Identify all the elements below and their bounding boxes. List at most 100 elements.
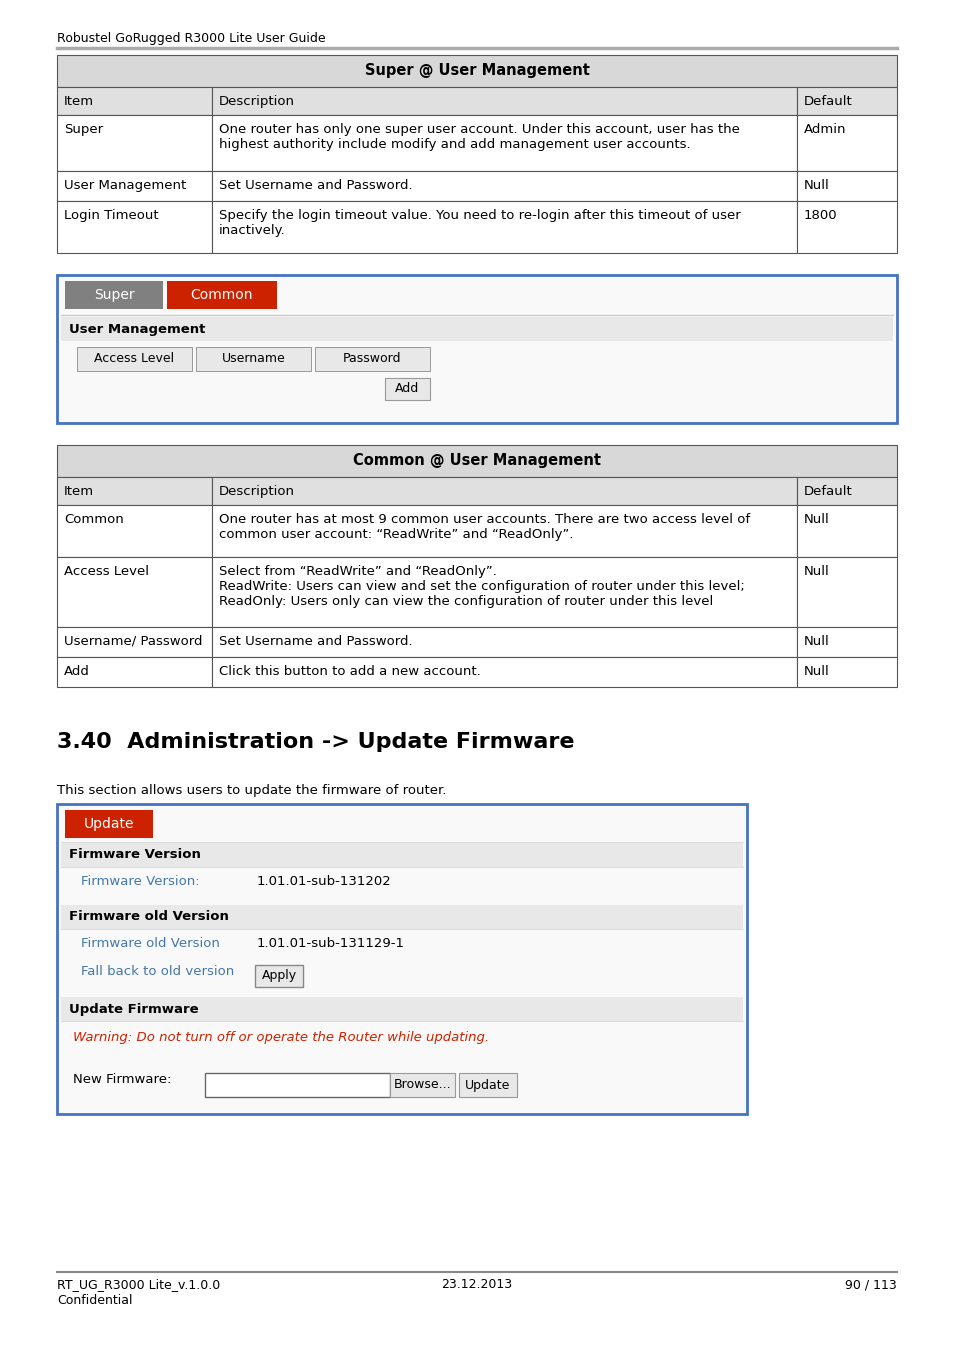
Bar [796, 477, 896, 505]
Bar [57, 477, 212, 505]
Text: Null: Null [803, 666, 829, 678]
Text: Set Username and Password.: Set Username and Password. [219, 180, 413, 192]
Text: Select from “ReadWrite” and “ReadOnly”.
ReadWrite: Users can view and set the co: Select from “ReadWrite” and “ReadOnly”. … [219, 566, 744, 608]
Text: RT_UG_R3000 Lite_v.1.0.0: RT_UG_R3000 Lite_v.1.0.0 [57, 1278, 220, 1291]
Text: 1.01.01-sub-131202: 1.01.01-sub-131202 [256, 875, 392, 888]
Bar [212, 201, 796, 252]
Text: User Management: User Management [69, 323, 205, 336]
Text: Confidential: Confidential [57, 1295, 132, 1307]
Bar [205, 1073, 390, 1098]
Text: This section allows users to update the firmware of router.: This section allows users to update the … [57, 784, 446, 796]
Text: Null: Null [803, 513, 829, 526]
Text: Common: Common [191, 288, 253, 302]
Bar [57, 86, 212, 115]
Text: Robustel GoRugged R3000 Lite User Guide: Robustel GoRugged R3000 Lite User Guide [57, 32, 325, 45]
Text: One router has at most 9 common user accounts. There are two access level of
com: One router has at most 9 common user acc… [219, 513, 749, 541]
Text: Admin: Admin [803, 123, 845, 136]
Text: Description: Description [219, 95, 294, 108]
Text: One router has only one super user account. Under this account, user has the
hig: One router has only one super user accou… [219, 123, 740, 151]
Text: Firmware old Version: Firmware old Version [81, 937, 219, 950]
Bar [254, 965, 303, 987]
Bar [167, 281, 276, 309]
Bar [61, 904, 742, 929]
Text: Firmware Version: Firmware Version [69, 849, 201, 861]
Bar [57, 446, 896, 477]
Bar [57, 657, 212, 687]
Bar [212, 115, 796, 171]
Text: Description: Description [219, 485, 294, 498]
Bar [796, 558, 896, 626]
Text: Update: Update [465, 1079, 510, 1092]
Bar [796, 201, 896, 252]
Bar [796, 505, 896, 558]
Text: Default: Default [803, 95, 852, 108]
Bar [61, 317, 892, 342]
Text: Click this button to add a new account.: Click this button to add a new account. [219, 666, 480, 678]
Text: Login Timeout: Login Timeout [64, 209, 158, 221]
Text: Null: Null [803, 180, 829, 192]
Text: 1.01.01-sub-131129-1: 1.01.01-sub-131129-1 [256, 937, 405, 950]
Text: Item: Item [64, 485, 94, 498]
Bar [195, 347, 311, 371]
Bar [385, 378, 430, 400]
Bar [212, 505, 796, 558]
Text: Null: Null [803, 634, 829, 648]
Text: Super: Super [64, 123, 103, 136]
Text: Firmware old Version: Firmware old Version [69, 910, 229, 923]
Bar [796, 86, 896, 115]
Text: Default: Default [803, 485, 852, 498]
Bar [77, 347, 192, 371]
Bar [796, 115, 896, 171]
Bar [61, 842, 742, 867]
Bar [61, 998, 742, 1021]
Text: Set Username and Password.: Set Username and Password. [219, 634, 413, 648]
Text: Super @ User Management: Super @ User Management [364, 63, 589, 78]
Bar [65, 281, 163, 309]
Bar [57, 505, 212, 558]
Text: New Firmware:: New Firmware: [73, 1073, 172, 1085]
Text: Common @ User Management: Common @ User Management [353, 454, 600, 468]
Text: Access Level: Access Level [64, 566, 149, 578]
Text: Update Firmware: Update Firmware [69, 1003, 198, 1015]
Bar [314, 347, 430, 371]
Bar [796, 171, 896, 201]
Bar [65, 810, 152, 838]
Bar [57, 171, 212, 201]
Text: Super: Super [93, 288, 134, 302]
Bar [57, 275, 896, 423]
Text: Access Level: Access Level [94, 352, 174, 366]
Text: Add: Add [395, 382, 418, 396]
Bar [57, 55, 896, 86]
Text: Specify the login timeout value. You need to re-login after this timeout of user: Specify the login timeout value. You nee… [219, 209, 740, 238]
Text: Password: Password [343, 352, 401, 366]
Text: Null: Null [803, 566, 829, 578]
Bar [458, 1073, 517, 1098]
Bar [796, 626, 896, 657]
Text: Browse...: Browse... [394, 1079, 451, 1092]
Text: Common: Common [64, 513, 124, 526]
Bar [212, 626, 796, 657]
Text: Firmware Version:: Firmware Version: [81, 875, 199, 888]
Bar [796, 657, 896, 687]
Bar [212, 171, 796, 201]
Text: Item: Item [64, 95, 94, 108]
Bar [57, 558, 212, 626]
Text: 23.12.2013: 23.12.2013 [441, 1278, 512, 1291]
Bar [57, 805, 746, 1114]
Text: 1800: 1800 [803, 209, 837, 221]
Bar [212, 558, 796, 626]
Text: Apply: Apply [261, 969, 296, 983]
Bar [57, 626, 212, 657]
Text: Warning: Do not turn off or operate the Router while updating.: Warning: Do not turn off or operate the … [73, 1031, 489, 1044]
Text: 3.40  Administration -> Update Firmware: 3.40 Administration -> Update Firmware [57, 732, 574, 752]
Text: Add: Add [64, 666, 90, 678]
Bar [212, 477, 796, 505]
Text: 90 / 113: 90 / 113 [844, 1278, 896, 1291]
Text: Update: Update [84, 817, 134, 832]
Text: Fall back to old version: Fall back to old version [81, 965, 234, 977]
Text: Username: Username [221, 352, 285, 366]
Bar [212, 657, 796, 687]
Bar [57, 201, 212, 252]
Text: User Management: User Management [64, 180, 186, 192]
Bar [57, 115, 212, 171]
